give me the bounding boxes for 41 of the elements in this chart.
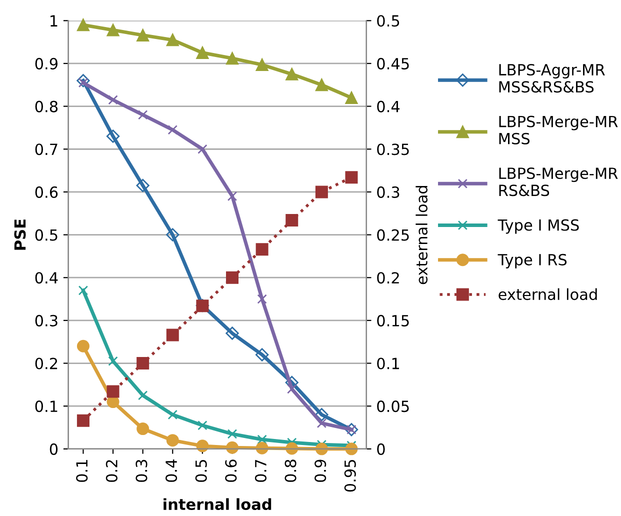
x-tick-label: 0.5	[195, 460, 207, 482]
y2-tick-label: 0.3	[377, 186, 400, 198]
y2-tick-label: 0.45	[377, 58, 409, 70]
y-tick-label: 0.5	[35, 229, 58, 241]
y2-tick-label: 0.05	[377, 400, 409, 412]
legend-label: LBPS-Merge-MR RS&BS	[499, 167, 618, 196]
y2-tick-label: 0.2	[377, 272, 399, 284]
x-tick-label: 0.6	[225, 460, 237, 482]
y2-tick-label: 0.1	[377, 358, 399, 370]
y-tick-label: 0.6	[35, 186, 58, 198]
x-tick-label: 0.8	[284, 460, 296, 482]
y-tick-label: 0.7	[35, 144, 58, 156]
x-tick-label: 0.2	[106, 460, 118, 482]
y2-tick-label: 0.15	[377, 314, 409, 326]
legend-label: external load	[498, 288, 597, 300]
x-tick-label: 0.9	[314, 460, 326, 482]
x-tick-label: 0.1	[76, 460, 88, 482]
legend-label: Type I RS	[498, 254, 567, 268]
legend-label: LBPS-Aggr-MR MSS&RS&BS	[499, 64, 605, 93]
y2-tick-label: 0.35	[377, 144, 409, 156]
y-axis-title: PSE	[14, 220, 26, 250]
y-tick-label: 1	[50, 15, 58, 26]
y-tick-label: 0	[50, 443, 58, 455]
y-tick-label: 0.9	[35, 58, 58, 70]
x-tick-label: 0.7	[254, 460, 266, 482]
y2-axis-title: external load	[416, 186, 428, 284]
x-axis-title: internal load	[164, 498, 272, 510]
y2-tick-label: 0.25	[377, 229, 409, 241]
x-tick-label: 0.4	[166, 460, 178, 482]
legend-label: Type I MSS	[498, 219, 579, 234]
y2-tick-label: 0	[377, 443, 385, 455]
y-tick-label: 0.3	[35, 314, 58, 326]
y2-tick-label: 0.4	[377, 100, 400, 112]
y-tick-label: 0.1	[35, 400, 58, 412]
y-tick-label: 0.2	[35, 358, 58, 370]
y2-tick-label: 0.5	[377, 15, 400, 27]
legend-label: LBPS-Merge-MR MSS	[499, 116, 618, 144]
x-tick-label: 0.95	[344, 460, 356, 492]
x-tick-label: 0.3	[136, 460, 148, 482]
y-tick-label: 0.4	[35, 272, 58, 284]
y-tick-label: 0.8	[35, 100, 58, 112]
